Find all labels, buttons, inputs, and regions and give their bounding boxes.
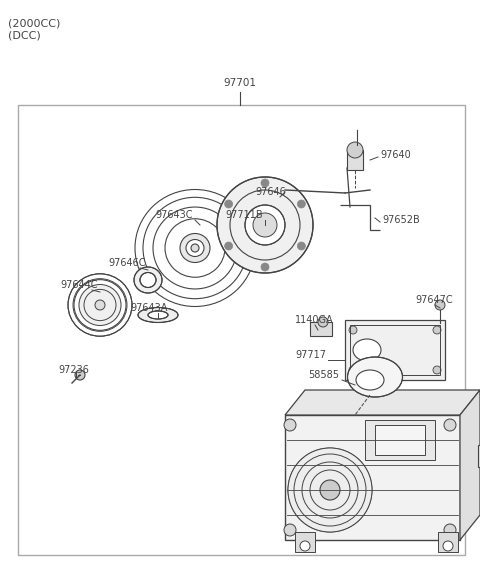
- Circle shape: [444, 524, 456, 536]
- Text: 97646: 97646: [255, 187, 286, 197]
- Text: (DCC): (DCC): [8, 30, 41, 40]
- Bar: [18, 105, 465, 555]
- Bar: [438, 532, 458, 552]
- Text: 97236: 97236: [58, 365, 89, 375]
- Circle shape: [298, 242, 305, 250]
- Text: 97646C: 97646C: [108, 258, 145, 268]
- Ellipse shape: [353, 339, 381, 361]
- Ellipse shape: [138, 307, 178, 323]
- Circle shape: [225, 200, 233, 208]
- Circle shape: [433, 366, 441, 374]
- Circle shape: [288, 448, 372, 532]
- Ellipse shape: [191, 244, 199, 252]
- Circle shape: [349, 366, 357, 374]
- Circle shape: [217, 177, 313, 273]
- Text: 97717: 97717: [295, 350, 326, 360]
- Ellipse shape: [134, 267, 162, 293]
- Circle shape: [349, 326, 357, 334]
- Ellipse shape: [148, 311, 168, 319]
- Circle shape: [435, 300, 445, 310]
- Circle shape: [284, 419, 296, 431]
- Circle shape: [298, 200, 305, 208]
- Bar: [365, 420, 435, 460]
- Text: 97652B: 97652B: [382, 215, 420, 225]
- Polygon shape: [460, 390, 480, 540]
- Polygon shape: [285, 390, 480, 415]
- Text: 97643C: 97643C: [155, 210, 192, 220]
- Text: 97640: 97640: [380, 150, 411, 160]
- Circle shape: [261, 263, 269, 271]
- Ellipse shape: [348, 357, 403, 397]
- Circle shape: [433, 326, 441, 334]
- Bar: [375, 425, 425, 455]
- Text: 97711B: 97711B: [225, 210, 263, 220]
- Text: 58585: 58585: [308, 370, 339, 380]
- Circle shape: [443, 541, 453, 551]
- Text: (2000CC): (2000CC): [8, 18, 60, 28]
- Bar: [347, 150, 363, 170]
- Circle shape: [284, 524, 296, 536]
- Ellipse shape: [186, 240, 204, 257]
- Ellipse shape: [95, 300, 105, 310]
- Bar: [350, 325, 440, 375]
- Circle shape: [444, 419, 456, 431]
- Circle shape: [320, 480, 340, 500]
- Bar: [478, 445, 480, 467]
- Circle shape: [225, 242, 233, 250]
- Bar: [310, 322, 332, 336]
- Circle shape: [245, 205, 285, 245]
- Circle shape: [347, 142, 363, 158]
- Bar: [345, 320, 445, 380]
- Text: 97643A: 97643A: [130, 303, 168, 313]
- Ellipse shape: [180, 233, 210, 262]
- Circle shape: [300, 541, 310, 551]
- Ellipse shape: [95, 300, 105, 310]
- Text: 97701: 97701: [224, 78, 256, 88]
- Ellipse shape: [78, 283, 122, 327]
- Text: 97644C: 97644C: [60, 280, 97, 290]
- Ellipse shape: [140, 273, 156, 287]
- Circle shape: [253, 213, 277, 237]
- Polygon shape: [285, 415, 460, 540]
- Text: 97647C: 97647C: [415, 295, 453, 305]
- Circle shape: [75, 370, 85, 380]
- Circle shape: [318, 317, 328, 327]
- Circle shape: [261, 179, 269, 187]
- Text: 1140GA: 1140GA: [295, 315, 334, 325]
- Bar: [295, 532, 315, 552]
- Ellipse shape: [356, 370, 384, 390]
